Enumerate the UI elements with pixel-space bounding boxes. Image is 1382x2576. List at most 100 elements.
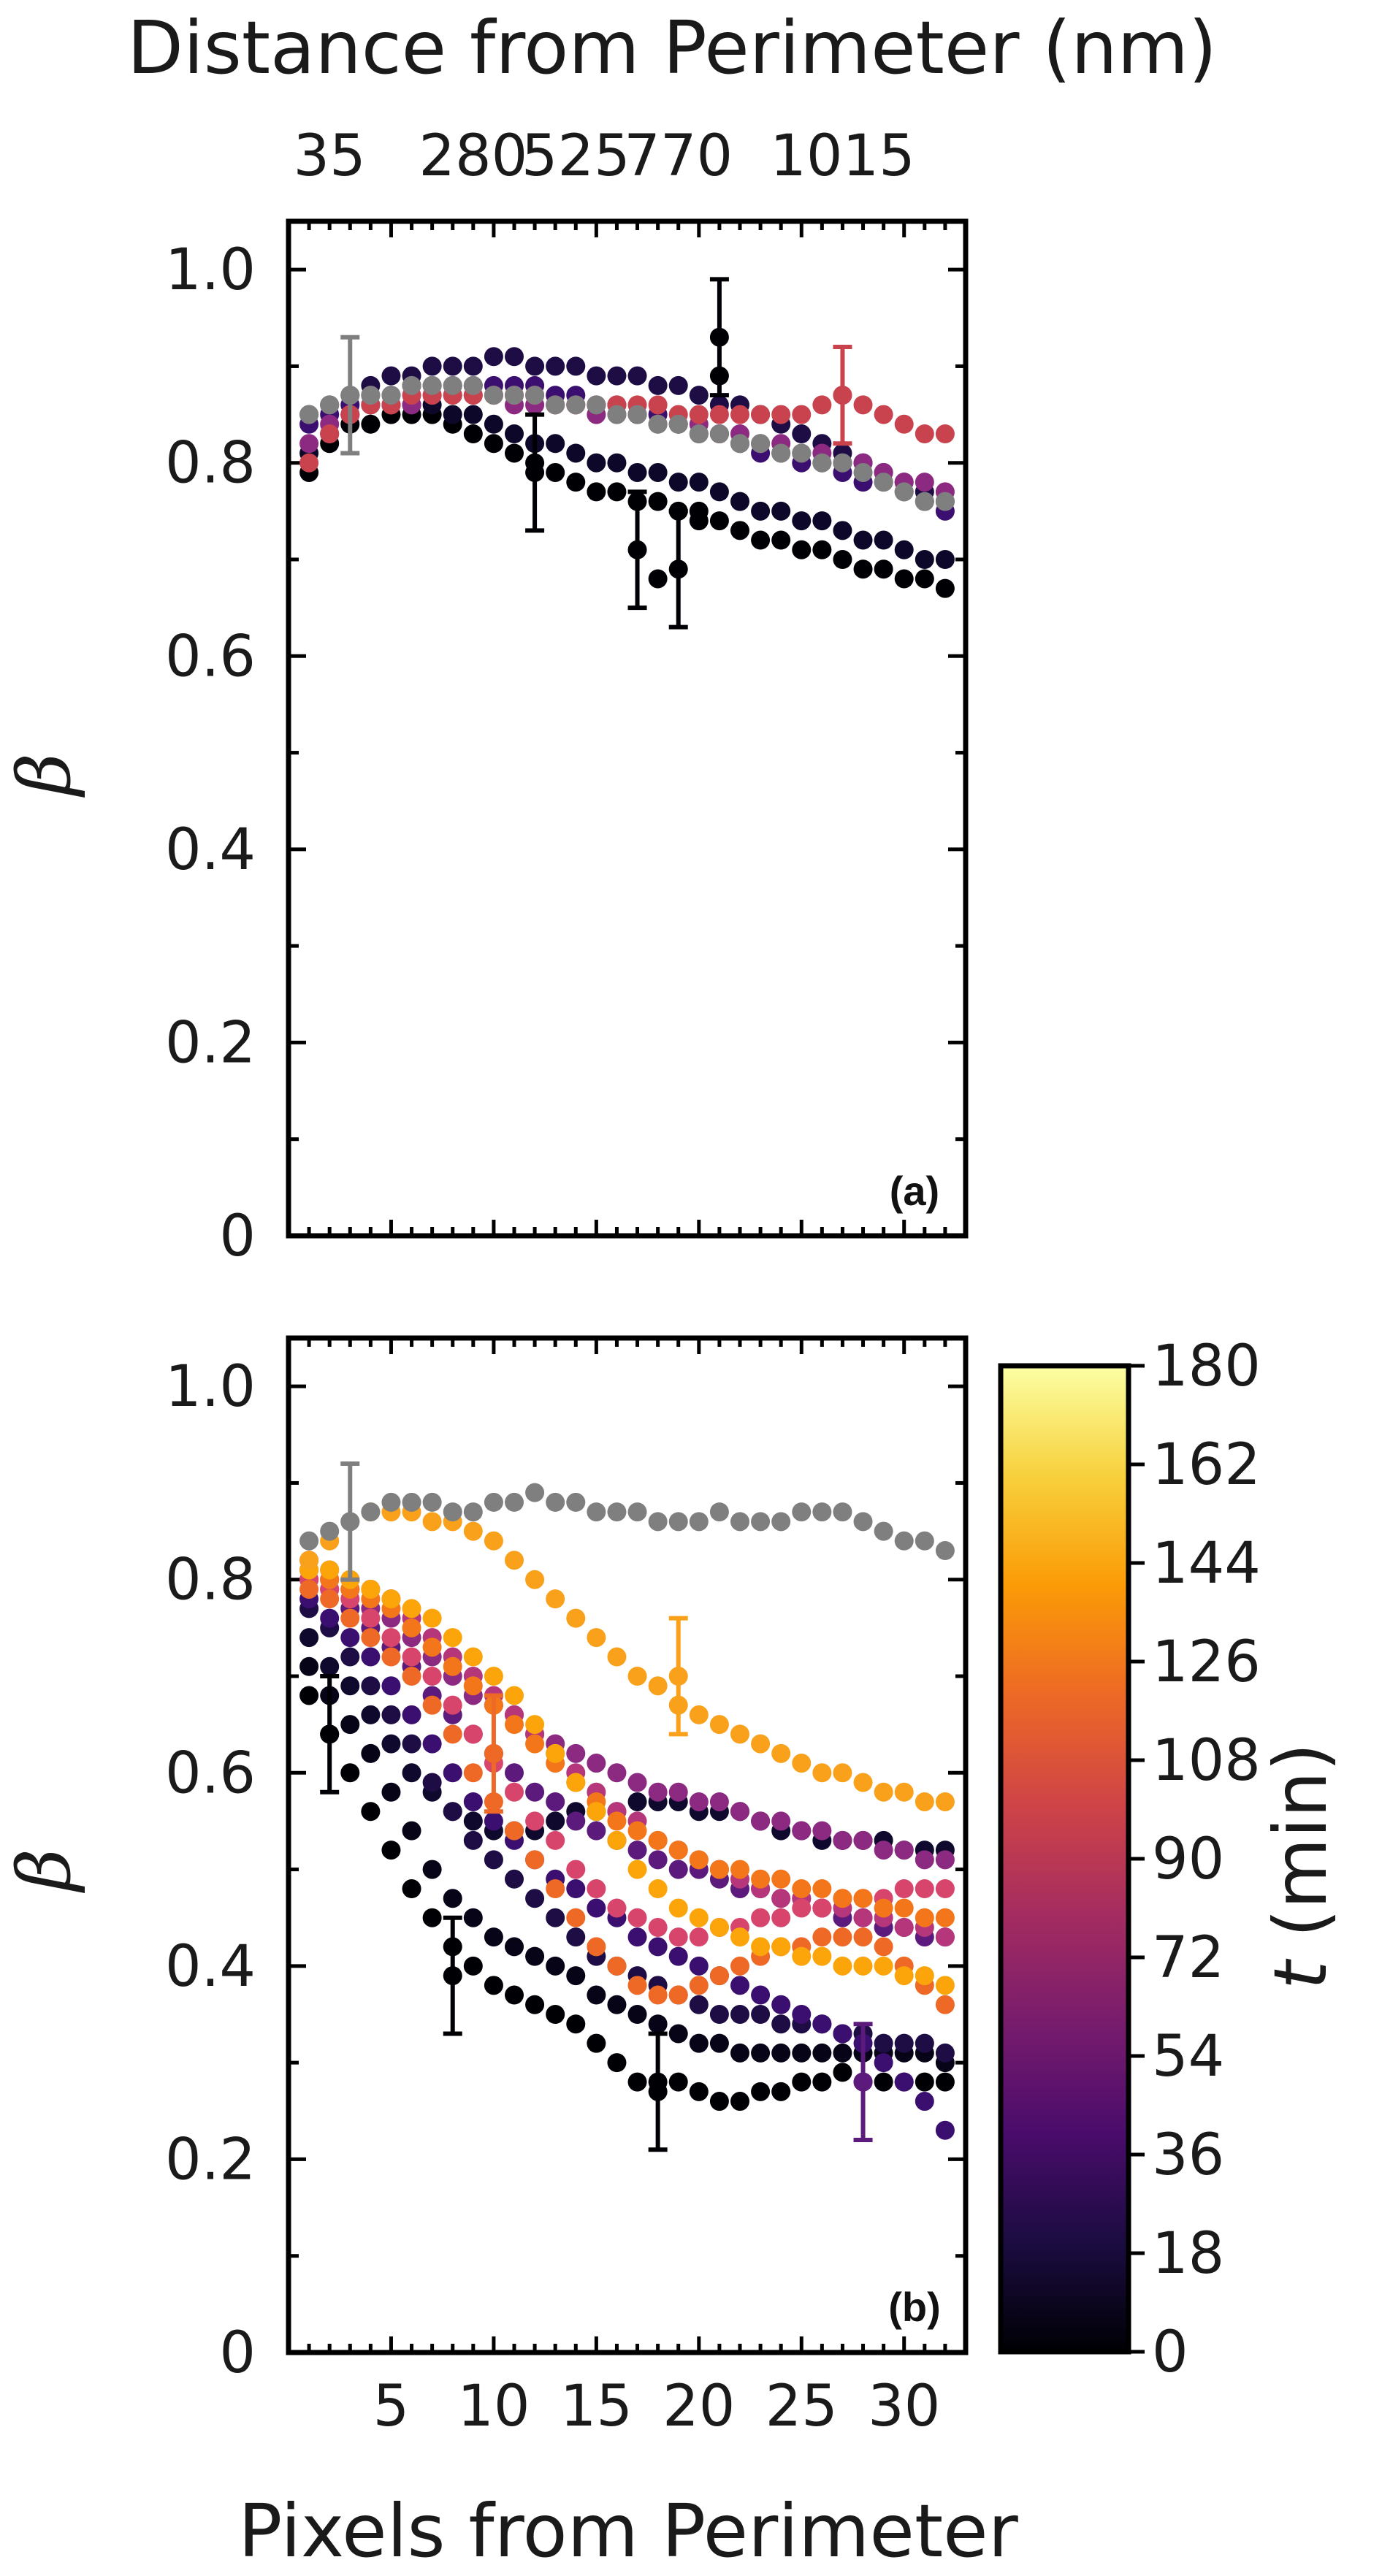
data-point — [935, 1850, 955, 1870]
data-point — [648, 492, 668, 511]
data-point — [853, 1773, 873, 1792]
data-point — [874, 405, 893, 424]
plot-frame-a — [286, 218, 969, 1239]
data-point — [709, 424, 729, 444]
data-point — [546, 1811, 565, 1831]
data-point — [381, 1628, 401, 1648]
data-point — [484, 347, 503, 367]
data-point — [627, 1841, 647, 1860]
y-tick-label-b: 0.6 — [165, 1740, 256, 1806]
colorbar-label-unit: (min) — [1258, 1743, 1343, 1938]
data-point — [935, 550, 955, 569]
data-point — [566, 395, 586, 415]
data-point — [607, 2053, 627, 2073]
data-point — [853, 395, 873, 415]
data-point — [874, 2053, 893, 2073]
error-bar-point — [484, 1743, 503, 1763]
data-point — [894, 540, 914, 559]
data-point — [525, 1715, 545, 1735]
data-point — [689, 1908, 709, 1927]
data-point — [525, 1946, 545, 1966]
data-point — [463, 1724, 483, 1744]
data-point — [853, 1927, 873, 1947]
data-point — [648, 395, 668, 415]
data-point — [874, 2033, 893, 2053]
y-tick-label-a: 0 — [219, 1204, 256, 1269]
data-point — [751, 405, 771, 424]
data-point — [587, 1879, 606, 1899]
data-point — [546, 1792, 565, 1811]
data-point — [463, 356, 483, 376]
data-point — [546, 434, 565, 454]
data-point — [751, 1512, 771, 1532]
data-point — [402, 1647, 421, 1667]
data-point — [463, 424, 483, 444]
data-point — [361, 1647, 381, 1667]
data-point — [915, 1966, 934, 1986]
data-point — [320, 1608, 340, 1628]
data-point — [771, 2082, 791, 2101]
data-point — [320, 424, 340, 444]
data-point — [874, 473, 893, 492]
data-point — [402, 1734, 421, 1754]
data-point — [751, 1908, 771, 1927]
data-point — [546, 1830, 565, 1850]
data-point — [751, 434, 771, 454]
data-point — [607, 482, 627, 502]
data-point — [771, 1811, 791, 1831]
data-point — [771, 1743, 791, 1763]
data-point — [771, 1908, 791, 1927]
data-point — [689, 1792, 709, 1811]
data-point — [422, 1734, 442, 1754]
data-point — [689, 1927, 709, 1947]
data-point — [833, 1927, 852, 1947]
x-axis-title: Pixels from Perimeter — [238, 2488, 1019, 2574]
data-point — [463, 1811, 483, 1831]
data-point — [648, 2014, 668, 2034]
data-point — [668, 1860, 688, 1879]
data-point — [402, 1492, 421, 1512]
data-point — [381, 366, 401, 386]
data-point — [402, 1821, 421, 1841]
error-bar-point — [320, 1724, 340, 1744]
data-point — [607, 1647, 627, 1667]
colorbar-label: t (min) — [1258, 1743, 1343, 1990]
data-point — [812, 1763, 832, 1783]
x-tick-label: 15 — [560, 2374, 633, 2439]
colorbar-tick-label: 126 — [1152, 1629, 1261, 1695]
data-point — [505, 1985, 524, 2005]
data-point — [771, 1937, 791, 1957]
y-axis-label-b: β — [1, 1849, 87, 1894]
data-point — [402, 375, 421, 395]
data-point — [730, 2092, 749, 2111]
data-point — [422, 1637, 442, 1657]
data-point — [730, 1927, 749, 1947]
data-point — [381, 1705, 401, 1724]
error-bar-point — [709, 327, 729, 347]
error-bar-point — [648, 2082, 668, 2101]
data-point — [525, 1782, 545, 1802]
data-point — [648, 1830, 668, 1850]
data-point — [525, 356, 545, 376]
data-point — [648, 1512, 668, 1532]
data-point — [709, 1966, 729, 1986]
data-point — [751, 1734, 771, 1754]
data-point — [525, 1850, 545, 1870]
data-point — [505, 1492, 524, 1512]
data-point — [833, 1956, 852, 1976]
data-point — [361, 1676, 381, 1696]
data-point — [730, 521, 749, 540]
data-point — [709, 2005, 729, 2024]
data-point — [894, 569, 914, 589]
data-point — [915, 1531, 934, 1551]
data-point — [505, 1869, 524, 1889]
data-point — [381, 1841, 401, 1860]
data-point — [443, 405, 462, 424]
data-point — [668, 1927, 688, 1947]
data-point — [627, 1792, 647, 1811]
data-point — [648, 1917, 668, 1937]
x-tick-label: 10 — [457, 2374, 530, 2439]
data-point — [422, 1860, 442, 1879]
error-bar-point — [340, 1512, 360, 1532]
